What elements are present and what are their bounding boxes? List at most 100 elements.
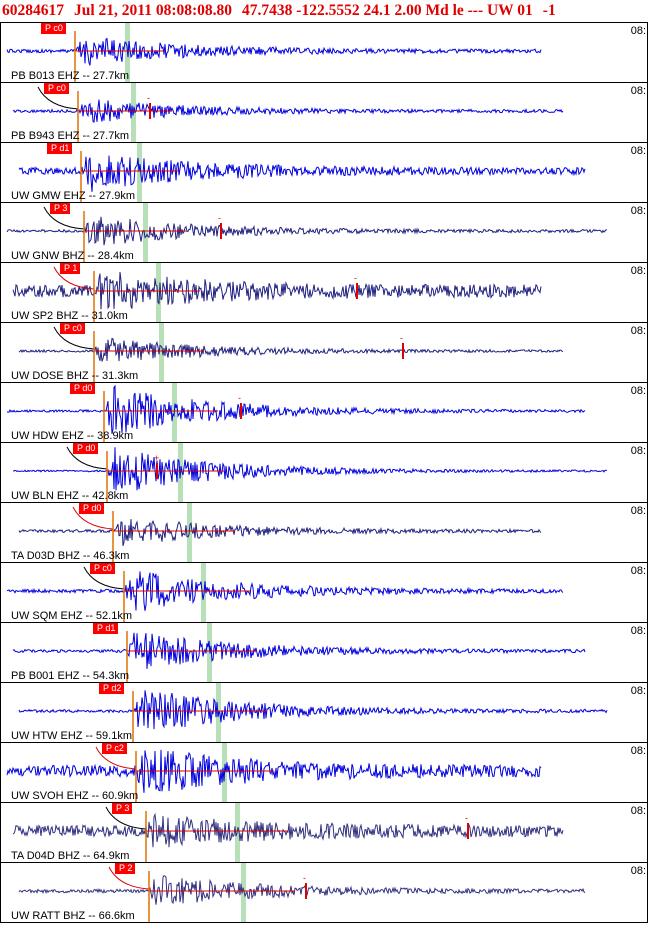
station-label: UW SP2 BHZ -- 31.0km: [11, 310, 128, 322]
station-label: UW GMW EHZ -- 27.9km: [11, 190, 136, 202]
time-label: 08:: [630, 25, 646, 37]
travel-time-curve: [72, 506, 114, 530]
time-label: 08:: [630, 145, 646, 157]
waveform-plot: [18, 143, 586, 202]
travel-time-curve: [53, 266, 95, 290]
station-label: TA D04D BHZ -- 64.9km: [11, 850, 130, 862]
time-label: 08:: [630, 325, 646, 337]
travel-time-curve: [105, 806, 147, 830]
s-phase-band: [201, 563, 206, 622]
seismogram-panel[interactable]: - P 1 UW SP2 BHZ -- 31.0km 08:: [0, 262, 648, 322]
travel-time-curve: [37, 86, 79, 110]
waveform-plot: -: [12, 803, 564, 862]
pick-flag[interactable]: P 1: [60, 263, 81, 274]
seismogram-panel[interactable]: P c0 UW SQM EHZ -- 52.1km 08:: [0, 562, 648, 622]
waveform-trace: [18, 690, 608, 730]
amplitude-marker-label: -: [400, 333, 403, 343]
station-label: UW RATT BHZ -- 66.6km: [11, 910, 135, 922]
event-suffix: -1: [542, 2, 556, 19]
waveform-plot: [18, 503, 542, 562]
seismogram-panel[interactable]: + P d0 UW BLN EHZ -- 42.8km 08:: [0, 442, 648, 502]
waveform-plot: [18, 683, 608, 742]
pick-flag[interactable]: P c0: [60, 323, 85, 334]
pick-flag[interactable]: P d1: [47, 143, 73, 154]
pick-flag[interactable]: P 3: [112, 803, 133, 814]
time-label: 08:: [630, 205, 646, 217]
waveform-plot: -: [18, 323, 564, 382]
s-phase-band: [137, 143, 142, 202]
amplitude-marker-label: -: [218, 213, 221, 223]
waveform-trace: [6, 216, 608, 246]
waveform-trace: [6, 37, 542, 66]
waveform-plot: -: [18, 863, 586, 922]
station-label: PB B943 EHZ -- 27.7km: [11, 130, 129, 142]
station-label: UW DOSE BHZ -- 31.3km: [11, 370, 139, 382]
event-header: 60284617 Jul 21, 2011 08:08:08.80 47.7438 …: [0, 0, 649, 22]
time-label: 08:: [630, 385, 646, 397]
station-label: TA D03D BHZ -- 46.3km: [11, 550, 130, 562]
amplitude-marker-label: +: [154, 453, 159, 463]
station-label: UW SVOH EHZ -- 60.9km: [11, 790, 139, 802]
travel-time-curve: [53, 326, 95, 350]
seismogram-panel[interactable]: - P 3 TA D04D BHZ -- 64.9km 08:: [0, 802, 648, 862]
seismogram-panel[interactable]: P d1 PB B001 EHZ -- 54.3km 08:: [0, 622, 648, 682]
waveform-trace: [18, 337, 564, 362]
waveform-trace: [18, 875, 586, 905]
seismogram-panel[interactable]: P d0 TA D03D BHZ -- 46.3km 08:: [0, 502, 648, 562]
travel-time-curve: [43, 206, 85, 230]
seismogram-panel[interactable]: P c2 UW SVOH EHZ -- 60.9km 08:: [0, 742, 648, 802]
travel-time-curve: [108, 866, 150, 890]
seismogram-panel[interactable]: - P 2 UW RATT BHZ -- 66.6km 08:: [0, 862, 648, 923]
time-label: 08:: [630, 265, 646, 277]
waveform-trace: [12, 632, 586, 669]
waveform-plot: [12, 623, 586, 682]
pick-flag[interactable]: P d0: [73, 443, 99, 454]
amplitude-marker-label: -: [238, 393, 241, 403]
time-label: 08:: [630, 745, 646, 757]
pick-flag[interactable]: P c2: [102, 743, 127, 754]
time-label: 08:: [630, 865, 646, 877]
seismogram-panel[interactable]: P c0 PB B013 EHZ -- 27.7km 08:: [0, 22, 648, 82]
pick-flag[interactable]: P d2: [99, 683, 125, 694]
pick-flag[interactable]: P d0: [79, 503, 105, 514]
amplitude-marker-label: -: [147, 93, 150, 103]
station-label: UW SQM EHZ -- 52.1km: [11, 610, 133, 622]
station-label: UW HTW EHZ -- 59.1km: [11, 730, 132, 742]
waveform-plot: [6, 563, 564, 622]
s-phase-band: [241, 863, 246, 922]
amplitude-marker-label: -: [465, 813, 468, 823]
seismogram-panel[interactable]: - P c0 UW DOSE BHZ -- 31.3km 08:: [0, 322, 648, 382]
station-label: PB B013 EHZ -- 27.7km: [11, 70, 129, 82]
seismogram-panels: P c0 PB B013 EHZ -- 27.7km 08: - P c0 PB B943…: [0, 22, 649, 926]
pick-flag[interactable]: P c0: [90, 563, 115, 574]
waveform-trace: [12, 99, 564, 123]
time-label: 08:: [630, 445, 646, 457]
pick-flag[interactable]: P d1: [93, 623, 119, 634]
waveform-plot: -: [12, 263, 542, 322]
station-label: PB B001 EHZ -- 54.3km: [11, 670, 129, 682]
pick-flag[interactable]: P 2: [115, 863, 136, 874]
s-phase-band: [156, 263, 161, 322]
travel-time-curve: [95, 746, 137, 770]
pick-flag[interactable]: P 3: [50, 203, 71, 214]
time-label: 08:: [630, 505, 646, 517]
amplitude-marker-label: -: [354, 273, 357, 283]
waveform-plot: -: [6, 383, 586, 442]
pick-flag[interactable]: P c0: [41, 23, 66, 34]
pick-flag[interactable]: P d0: [70, 383, 96, 394]
seismogram-panel[interactable]: - P 3 UW GNW BHZ -- 28.4km 08:: [0, 202, 648, 262]
seismogram-panel[interactable]: - P d0 UW HDW EHZ -- 38.9km 08:: [0, 382, 648, 442]
waveform-plot: +: [12, 443, 608, 502]
event-location: 47.7438 -122.5552 24.1 2.00 Md le --- UW…: [242, 2, 533, 19]
travel-time-curve: [66, 446, 108, 470]
seismogram-panel[interactable]: P d1 UW GMW EHZ -- 27.9km 08:: [0, 142, 648, 202]
waveform-plot: [6, 23, 542, 82]
seismogram-panel[interactable]: P d2 UW HTW EHZ -- 59.1km 08:: [0, 682, 648, 742]
waveform-trace: [6, 571, 564, 611]
waveform-plot: -: [12, 83, 564, 142]
seismogram-panel[interactable]: - P c0 PB B943 EHZ -- 27.7km 08:: [0, 82, 648, 142]
waveform-trace: [18, 155, 586, 192]
waveform-plot: -: [6, 203, 608, 262]
waveform-trace: [6, 749, 542, 793]
pick-flag[interactable]: P c0: [44, 83, 69, 94]
